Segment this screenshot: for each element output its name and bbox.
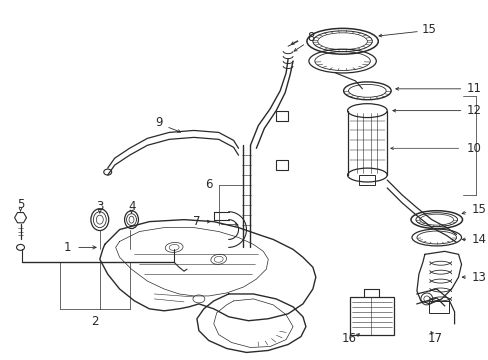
Text: 14: 14 xyxy=(470,233,486,246)
Text: 7: 7 xyxy=(193,215,200,228)
Text: 3: 3 xyxy=(96,200,103,213)
Text: 13: 13 xyxy=(470,271,485,284)
Text: 11: 11 xyxy=(466,82,481,95)
Text: 9: 9 xyxy=(155,116,163,129)
Text: 8: 8 xyxy=(306,31,314,44)
Bar xyxy=(428,301,447,313)
Bar xyxy=(276,111,287,121)
Bar xyxy=(349,297,393,334)
Text: 10: 10 xyxy=(466,142,480,155)
Text: 12: 12 xyxy=(466,104,481,117)
Text: 2: 2 xyxy=(91,315,99,328)
Text: 6: 6 xyxy=(204,179,212,192)
Text: 4: 4 xyxy=(128,200,136,213)
Text: 15: 15 xyxy=(470,203,485,216)
Bar xyxy=(276,160,287,170)
Bar xyxy=(359,175,374,185)
Text: 5: 5 xyxy=(17,198,24,211)
Text: 1: 1 xyxy=(63,241,71,254)
Text: 15: 15 xyxy=(421,23,436,36)
Text: 16: 16 xyxy=(341,332,356,345)
Text: 17: 17 xyxy=(427,332,441,345)
